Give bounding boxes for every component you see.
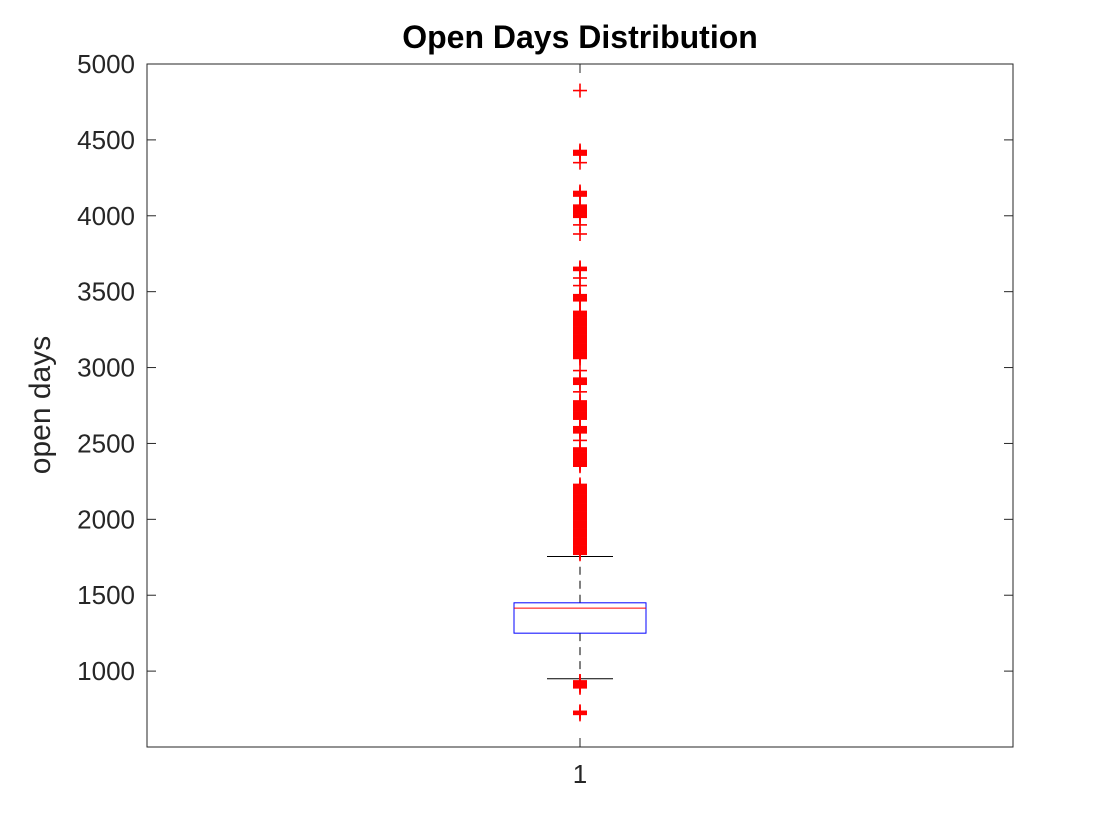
outlier-marker (573, 674, 587, 689)
y-axis: 1000 1500 2000 2500 3000 3500 4000 4500 5000 (77, 49, 1013, 686)
y-tick-label: 4500 (77, 125, 135, 155)
outlier-marker (573, 372, 587, 387)
outlier-marker (573, 288, 587, 303)
outlier-marker (573, 226, 587, 241)
y-tick-label: 1000 (77, 656, 135, 686)
y-axis-label: open days (24, 336, 57, 474)
box-series (513, 556, 647, 680)
y-tick-label: 3000 (77, 353, 135, 383)
outlier-marker (573, 305, 587, 320)
y-tick-label: 2000 (77, 504, 135, 534)
outlier-marker (573, 395, 587, 410)
outlier-marker (573, 442, 587, 457)
outlier-marker (573, 260, 587, 275)
outlier-marker (573, 478, 587, 493)
outlier-series (573, 83, 587, 722)
outlier-marker (573, 144, 587, 159)
outlier-marker (573, 704, 587, 719)
y-tick-label: 1500 (77, 580, 135, 610)
y-tick-label: 4000 (77, 201, 135, 231)
y-tick-label: 5000 (77, 49, 135, 79)
outlier-marker (573, 185, 587, 200)
iqr-box (513, 602, 647, 634)
outlier-marker (573, 83, 587, 98)
y-tick-label: 3500 (77, 277, 135, 307)
y-tick-label: 2500 (77, 428, 135, 458)
x-tick-label: 1 (573, 759, 587, 789)
chart-title: Open Days Distribution (402, 19, 758, 55)
x-axis: 1 (573, 64, 587, 789)
